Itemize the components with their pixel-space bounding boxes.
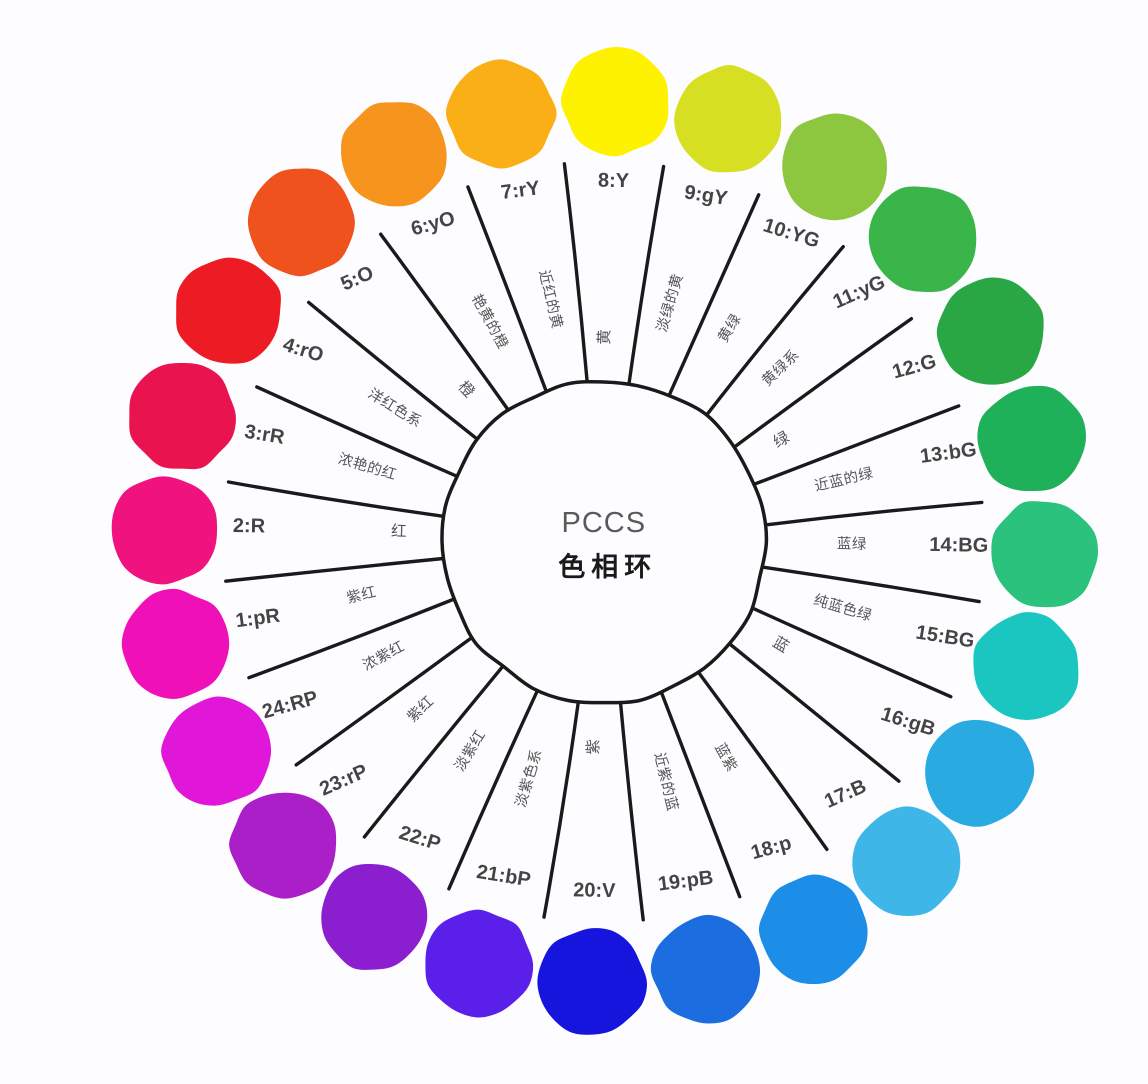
svg-text:20:V: 20:V — [573, 879, 616, 902]
svg-text:黄: 黄 — [595, 329, 613, 346]
svg-text:8:Y: 8:Y — [598, 170, 630, 192]
svg-text:紫: 紫 — [584, 738, 602, 755]
svg-text:PCCS: PCCS — [562, 507, 647, 539]
svg-text:红: 红 — [391, 522, 408, 540]
svg-text:14:BG: 14:BG — [929, 534, 988, 557]
svg-text:蓝绿: 蓝绿 — [837, 535, 867, 553]
svg-text:色相环: 色相环 — [558, 552, 657, 582]
svg-text:2:R: 2:R — [233, 515, 266, 538]
